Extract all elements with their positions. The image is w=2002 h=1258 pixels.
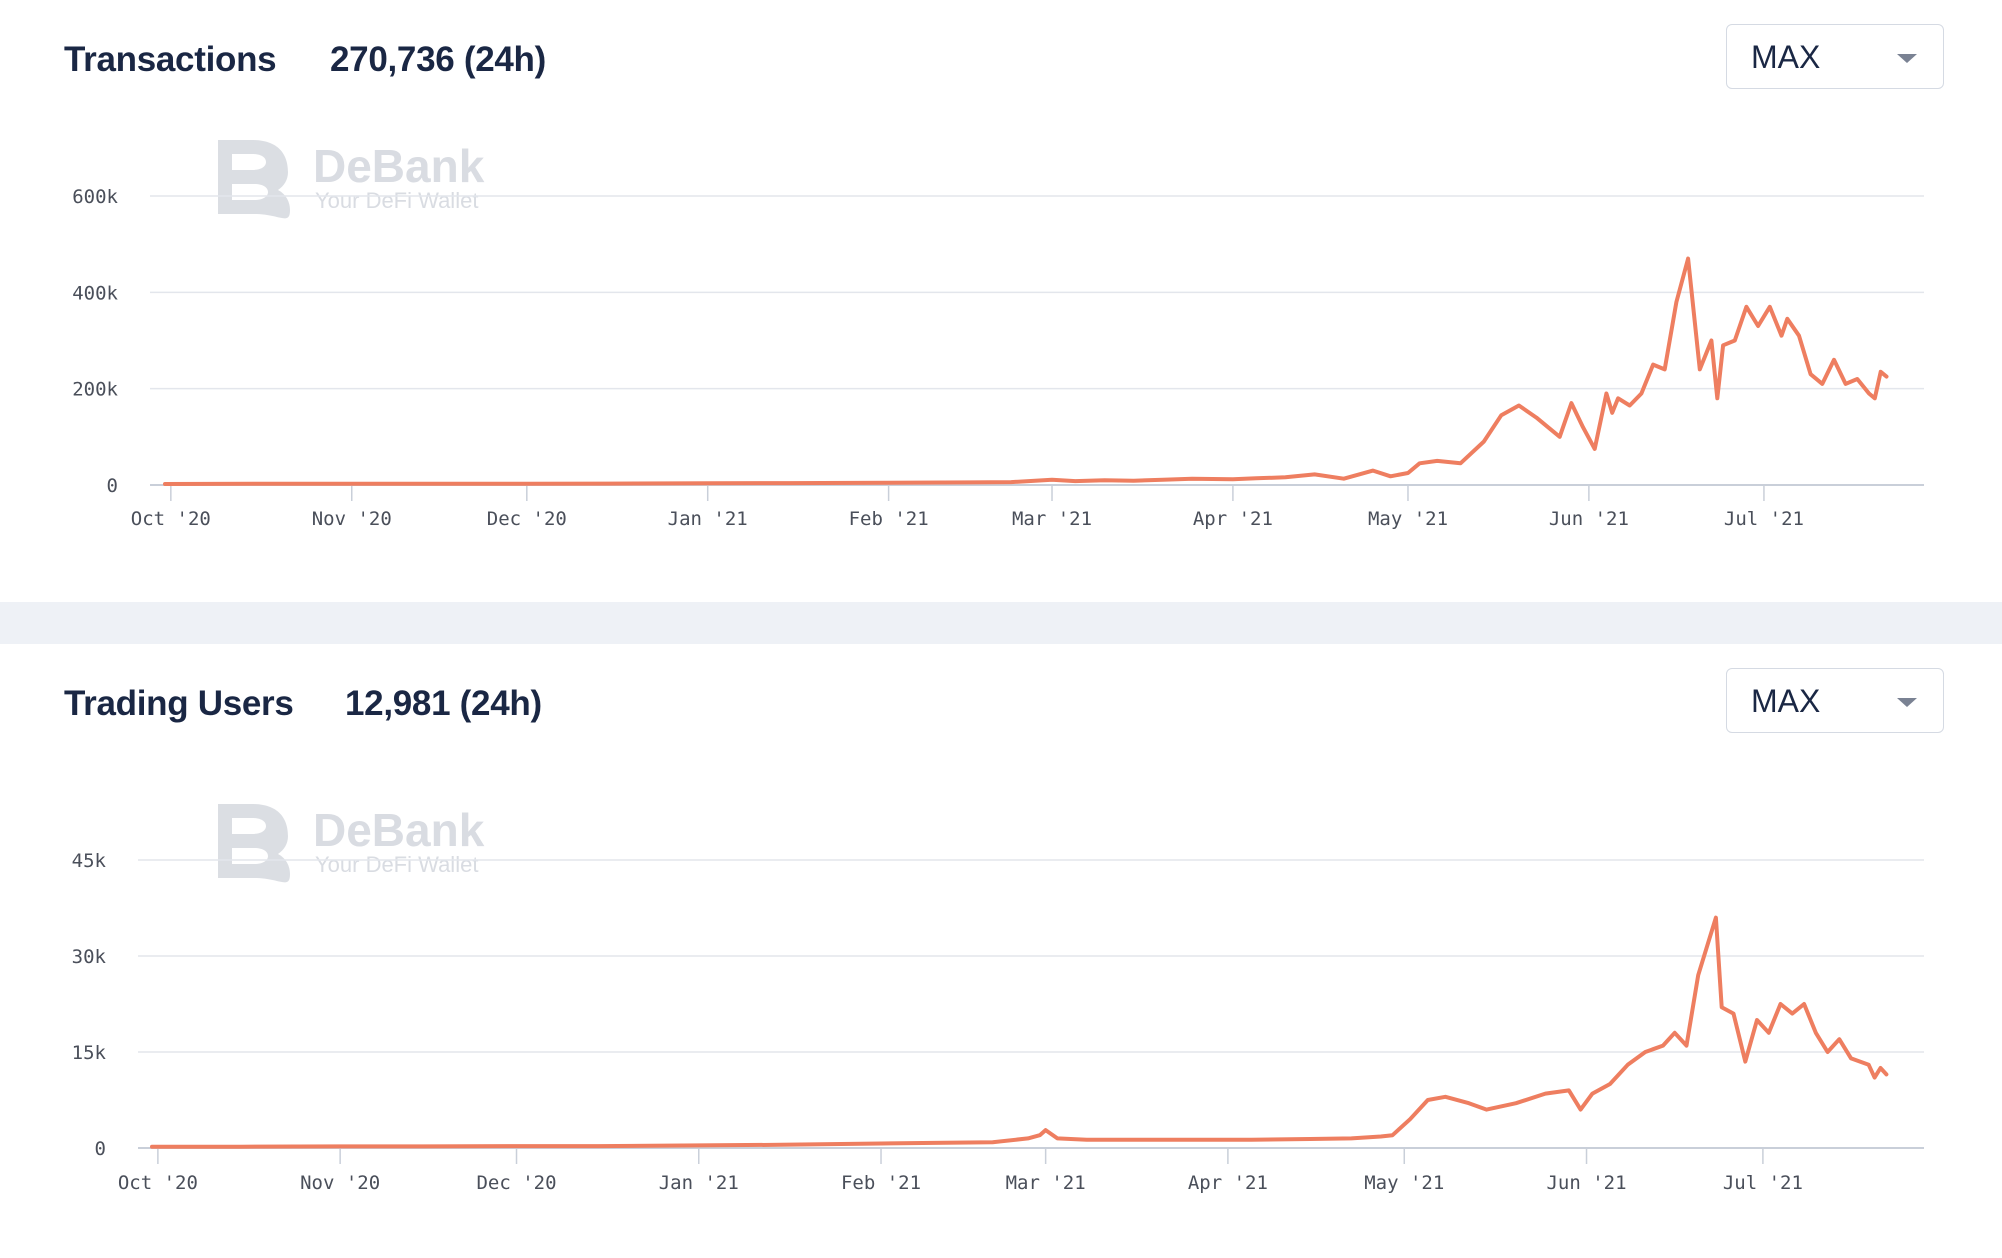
series-line — [150, 915, 1889, 1149]
watermark-tagline: Your DeFi Wallet — [315, 188, 478, 213]
x-tick-label: Jul '21 — [1724, 508, 1804, 530]
y-tick-label: 15k — [72, 1042, 107, 1064]
x-tick-label: Mar '21 — [1012, 508, 1092, 530]
series-line — [163, 256, 1889, 486]
debank-logo-shape — [218, 140, 290, 219]
trading-users-range-label: MAX — [1751, 683, 1821, 719]
debank-logo-icon — [218, 140, 290, 219]
watermark-name: DeBank — [313, 804, 485, 856]
watermark-name: DeBank — [313, 140, 485, 192]
x-tick-label: Nov '20 — [312, 508, 392, 530]
y-tick-label: 600k — [72, 186, 118, 208]
y-tick-label: 45k — [72, 850, 107, 872]
chevron-down-icon — [1897, 54, 1917, 63]
trading-users-panel: Trading Users 12,981 (24h) MAX DeBank You… — [0, 644, 2002, 1258]
y-tick-label: 200k — [72, 379, 118, 401]
debank-logo-icon — [218, 804, 290, 883]
x-tick-label: Jul '21 — [1723, 1172, 1803, 1194]
transactions-panel: Transactions 270,736 (24h) MAX DeBank You… — [0, 0, 2002, 602]
x-tick-label: Dec '20 — [476, 1172, 556, 1194]
x-tick-label: Oct '20 — [131, 508, 211, 530]
debank-logo-shape — [218, 804, 290, 883]
y-tick-label: 0 — [107, 475, 118, 497]
x-tick-label: Apr '21 — [1193, 508, 1273, 530]
x-tick-label: Nov '20 — [300, 1172, 380, 1194]
x-tick-label: Jun '21 — [1546, 1172, 1626, 1194]
transactions-value: 270,736 (24h) — [330, 40, 546, 79]
x-tick-label: Oct '20 — [118, 1172, 198, 1194]
y-tick-label: 400k — [72, 282, 118, 304]
x-tick-label: Feb '21 — [841, 1172, 921, 1194]
x-tick-label: Apr '21 — [1188, 1172, 1268, 1194]
trading-users-range-select[interactable]: MAX — [1726, 668, 1944, 733]
section-divider — [0, 602, 2002, 644]
transactions-range-select[interactable]: MAX — [1726, 24, 1944, 89]
chevron-down-icon — [1897, 698, 1917, 707]
x-tick-label: May '21 — [1368, 508, 1448, 530]
x-tick-label: Jan '21 — [668, 508, 748, 530]
x-tick-label: May '21 — [1364, 1172, 1444, 1194]
trading-users-title: Trading Users — [64, 684, 294, 723]
x-tick-label: Feb '21 — [849, 508, 929, 530]
x-tick-label: Dec '20 — [487, 508, 567, 530]
y-tick-label: 0 — [95, 1138, 106, 1160]
transactions-range-label: MAX — [1751, 39, 1821, 75]
x-tick-label: Jan '21 — [659, 1172, 739, 1194]
x-tick-label: Jun '21 — [1549, 508, 1629, 530]
y-tick-label: 30k — [72, 946, 107, 968]
watermark-tagline: Your DeFi Wallet — [315, 852, 478, 877]
transactions-title: Transactions — [64, 40, 277, 79]
x-tick-label: Mar '21 — [1006, 1172, 1086, 1194]
trading-users-value: 12,981 (24h) — [345, 684, 542, 723]
